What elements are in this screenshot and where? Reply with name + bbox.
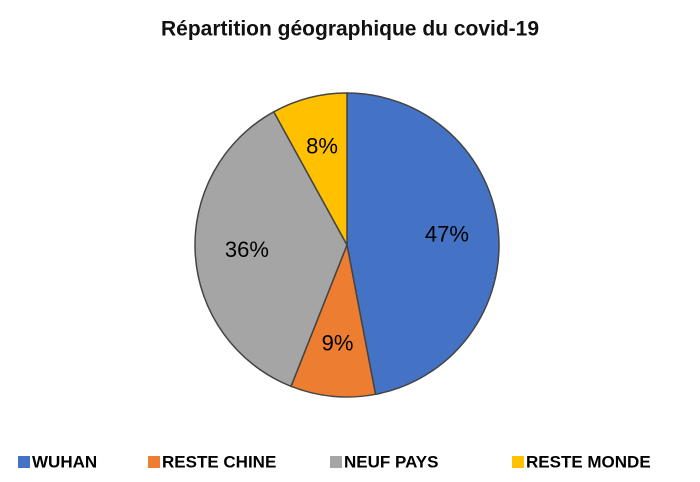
legend-label: RESTE MONDE bbox=[526, 452, 651, 471]
pie-slice bbox=[272, 92, 348, 246]
legend-swatch bbox=[512, 456, 524, 468]
legend-swatch bbox=[18, 456, 30, 468]
data-label: 47% bbox=[425, 221, 469, 246]
legend-swatch bbox=[330, 456, 342, 468]
chart-title: Répartition géographique du covid-19 bbox=[161, 18, 539, 41]
pie-slice bbox=[194, 110, 348, 388]
legend-swatch bbox=[148, 456, 160, 468]
legend-label: WUHAN bbox=[32, 452, 97, 471]
data-label: 36% bbox=[225, 237, 269, 262]
data-label: 9% bbox=[322, 331, 354, 356]
pie-slice bbox=[290, 242, 377, 398]
legend-label: NEUF PAYS bbox=[344, 452, 438, 471]
legend-label: RESTE CHINE bbox=[162, 452, 276, 471]
data-label: 8% bbox=[306, 134, 338, 159]
pie-slice bbox=[346, 92, 500, 396]
